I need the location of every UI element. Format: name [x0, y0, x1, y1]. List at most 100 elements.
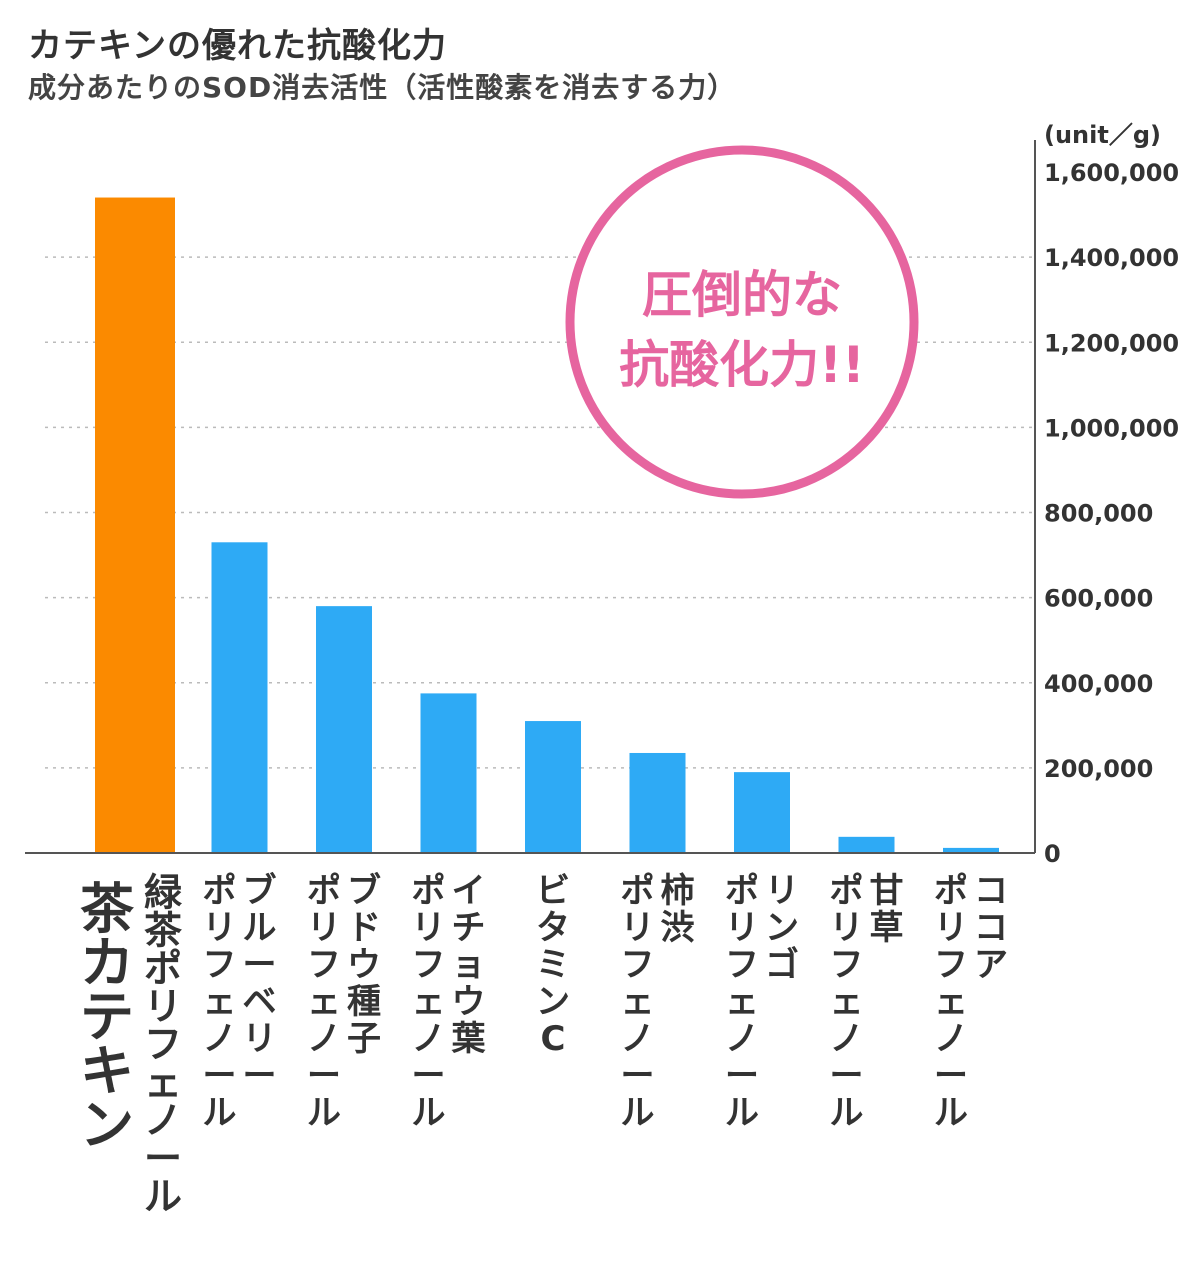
y-tick-label: 200,000 — [1044, 755, 1153, 783]
category-label-char: 草 — [870, 908, 904, 948]
category-label-char: 子 — [347, 1019, 381, 1059]
bar — [943, 847, 999, 853]
category-label-char: ノ — [412, 1019, 446, 1059]
category-label-char: タ — [536, 908, 570, 948]
category-label-char: ポ — [412, 871, 446, 911]
category-label-char: ー — [725, 1056, 759, 1096]
category-label-char: フ — [307, 945, 341, 985]
y-tick-label: 400,000 — [1044, 670, 1153, 698]
y-tick-label: 0 — [1044, 840, 1061, 868]
category-label-char: ポ — [725, 871, 759, 911]
badge-text-line2: 抗酸化力!! — [619, 336, 865, 394]
category-label-char: チ — [452, 908, 486, 948]
bar — [734, 772, 790, 853]
category-label-char: テ — [80, 986, 134, 1049]
category-label-char: ル — [934, 1093, 968, 1133]
bar — [838, 836, 895, 853]
category-label-char: フ — [203, 945, 237, 985]
bar — [211, 542, 268, 853]
y-tick-label: 1,000,000 — [1044, 414, 1179, 442]
category-label-char: ド — [347, 908, 381, 948]
category-label-char: ー — [934, 1056, 968, 1096]
category-label-char: コ — [974, 871, 1008, 911]
category-label-char: ノ — [621, 1019, 655, 1059]
category-label-char: ェ — [203, 982, 237, 1022]
category-label-char: ブ — [347, 871, 381, 911]
category-label-char: ビ — [536, 871, 570, 911]
category-label-char: リ — [830, 908, 864, 948]
category-label-char: ェ — [144, 1060, 182, 1104]
category-label-char: リ — [765, 871, 799, 911]
category-label-char: 柿 — [661, 871, 695, 911]
category-label-char: ゴ — [765, 945, 799, 985]
category-label-char: ル — [243, 908, 277, 948]
bars — [95, 197, 999, 854]
category-label-char: C — [541, 1019, 566, 1059]
category-label-char: ェ — [830, 982, 864, 1022]
category-label-char: ェ — [725, 982, 759, 1022]
category-label-char: フ — [621, 945, 655, 985]
category-label-char: リ — [725, 908, 759, 948]
category-label-char: フ — [830, 945, 864, 985]
category-label-char: イ — [452, 871, 486, 911]
bar — [95, 197, 175, 854]
category-label-char: ー — [203, 1056, 237, 1096]
category-label-char: ノ — [830, 1019, 864, 1059]
chart-title: カテキンの優れた抗酸化力 — [28, 26, 447, 66]
category-label-char: ル — [412, 1093, 446, 1133]
category-label-char: ル — [203, 1093, 237, 1133]
y-tick-labels: 0 200,000 400,000 600,000 800,000 1,000,000 1,… — [1044, 159, 1179, 868]
bar — [629, 752, 686, 853]
category-label-char: 葉 — [451, 1019, 487, 1059]
category-label-char: ル — [621, 1093, 655, 1133]
category-label-char: ミ — [536, 945, 570, 985]
chart-subtitle: 成分あたりのSOD消去活性（活性酸素を消去する力） — [28, 71, 737, 104]
category-label-char: ル — [307, 1093, 341, 1133]
category-label-char: ェ — [412, 982, 446, 1022]
category-label-char: リ — [307, 908, 341, 948]
category-label-char: フ — [934, 945, 968, 985]
category-label-char: リ — [243, 1019, 277, 1059]
category-label-char: ノ — [934, 1019, 968, 1059]
badge-circle — [565, 145, 919, 499]
y-axis-unit: (unit／g) — [1044, 121, 1161, 149]
category-label-char: ェ — [307, 982, 341, 1022]
category-label-char: ポ — [934, 871, 968, 911]
category-label-char: 種 — [347, 982, 381, 1022]
category-label-char: リ — [144, 984, 182, 1028]
category-label-char: 甘 — [870, 871, 904, 911]
category-label-char: ー — [144, 1136, 182, 1180]
category-label-char: ノ — [144, 1098, 182, 1142]
category-label-char: ン — [536, 982, 570, 1022]
category-label-char: ノ — [307, 1019, 341, 1059]
axes — [25, 140, 1036, 854]
category-label-char: ノ — [203, 1019, 237, 1059]
category-label-char: ノ — [725, 1019, 759, 1059]
category-label-char: ポ — [144, 946, 182, 990]
category-label-char: 茶 — [144, 908, 183, 952]
category-label-char: ル — [144, 1174, 182, 1218]
category-label-char: ウ — [347, 945, 381, 985]
category-label-char: ポ — [307, 871, 341, 911]
category-label-char: ポ — [203, 871, 237, 911]
category-label-char: ア — [974, 945, 1008, 985]
category-label-char: 渋 — [661, 908, 695, 948]
category-label-char: ブ — [243, 871, 277, 911]
category-label-char: ポ — [830, 871, 864, 911]
bar — [525, 721, 581, 853]
category-label-char: ベ — [243, 982, 277, 1022]
category-label-char: リ — [934, 908, 968, 948]
category-label-char: 緑 — [144, 870, 183, 914]
category-label-char: ウ — [452, 982, 486, 1022]
category-label-char: キ — [80, 1040, 134, 1103]
y-tick-label: 1,200,000 — [1044, 329, 1179, 357]
